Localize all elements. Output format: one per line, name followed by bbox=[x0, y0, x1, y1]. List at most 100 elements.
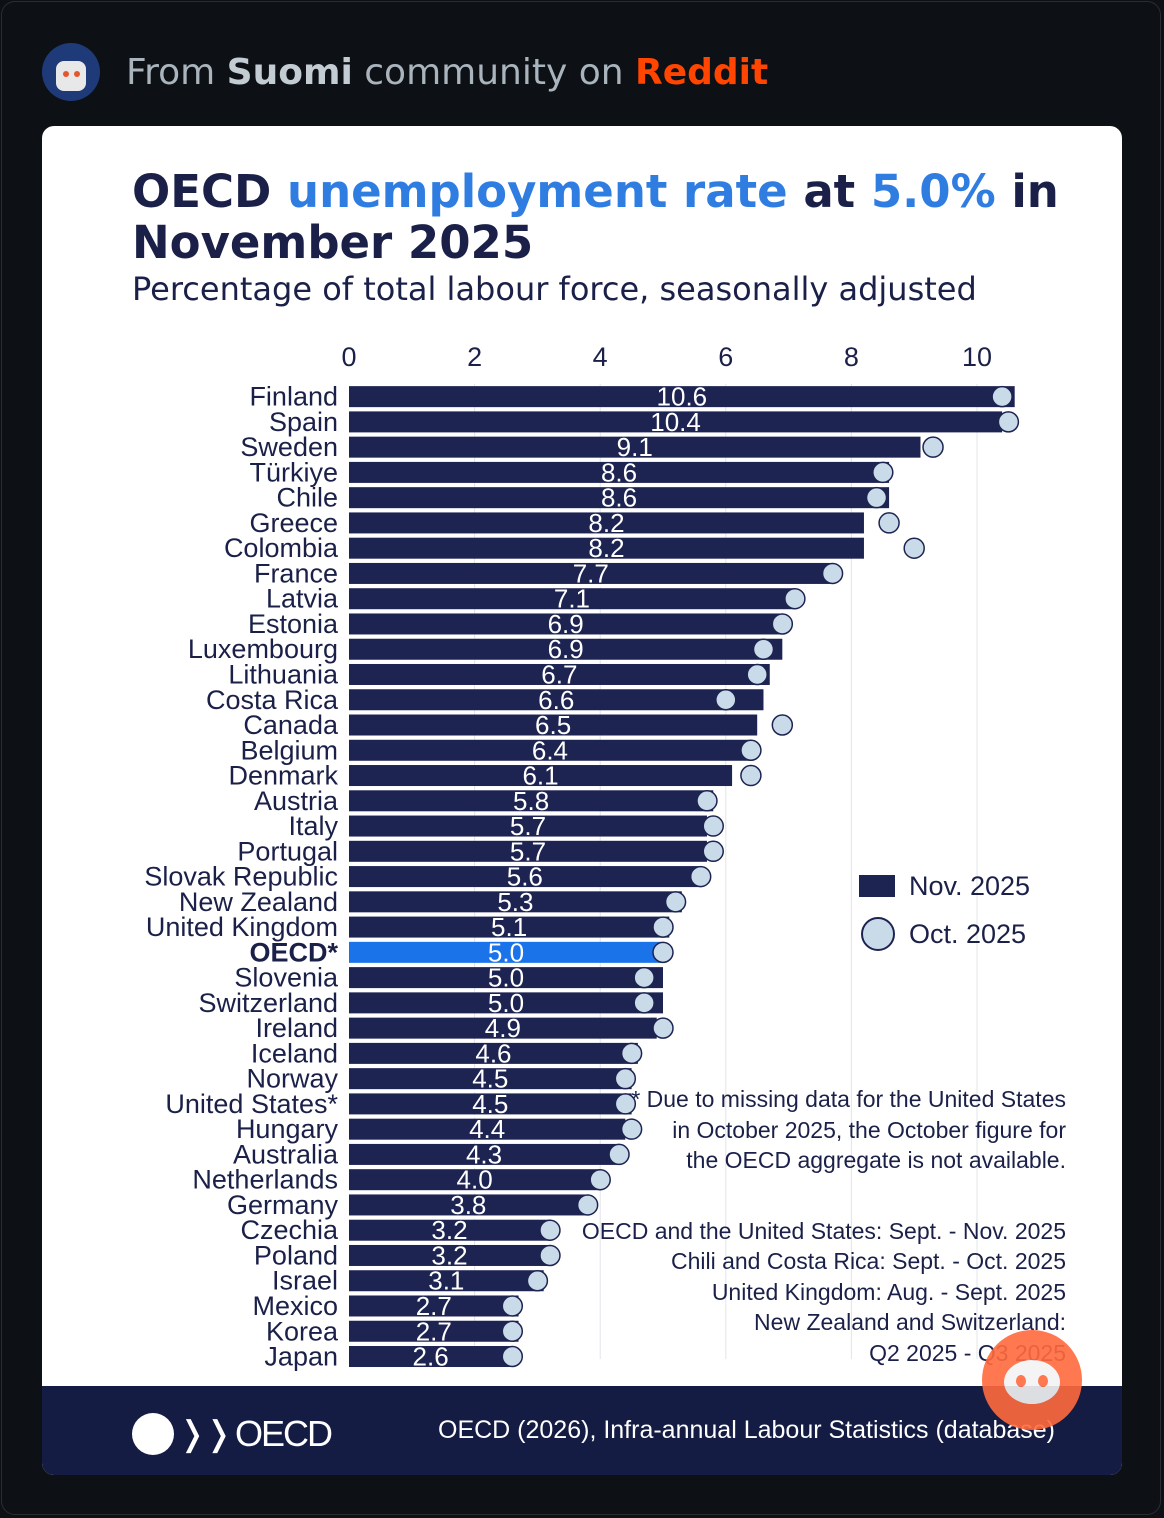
oct-dot bbox=[752, 638, 775, 660]
bar bbox=[349, 1244, 550, 1266]
header-middle: community on bbox=[364, 51, 624, 93]
category-label: Colombia bbox=[224, 533, 339, 563]
category-label: Sweden bbox=[240, 432, 338, 462]
data-label: 6.9 bbox=[548, 634, 584, 664]
category-label: Poland bbox=[254, 1240, 338, 1270]
oct-dot bbox=[746, 663, 768, 686]
bar bbox=[349, 386, 1015, 408]
oct-dot bbox=[696, 790, 718, 812]
legend-bar-swatch bbox=[859, 875, 895, 897]
category-label: Spain bbox=[269, 407, 338, 437]
category-label: Germany bbox=[227, 1190, 339, 1220]
bar bbox=[349, 1042, 638, 1064]
bar bbox=[349, 1068, 632, 1090]
category-label: Italy bbox=[288, 811, 338, 841]
data-label: 7.7 bbox=[573, 558, 609, 588]
data-label: 5.7 bbox=[510, 811, 546, 841]
data-label: 5.6 bbox=[507, 862, 543, 892]
data-label: 6.9 bbox=[548, 609, 584, 639]
category-label: Japan bbox=[264, 1342, 338, 1372]
oct-dot bbox=[633, 992, 655, 1014]
data-label: 10.6 bbox=[657, 382, 708, 412]
footer: ❭❭ OECD OECD (2026), Infra-annual Labour … bbox=[42, 1386, 1122, 1475]
community-avatar[interactable] bbox=[42, 43, 100, 101]
data-label: 4.9 bbox=[485, 1013, 521, 1043]
data-label: 5.0 bbox=[488, 988, 524, 1018]
bar bbox=[349, 1320, 519, 1342]
bar bbox=[349, 1194, 588, 1216]
bar bbox=[349, 967, 663, 989]
data-label: 6.4 bbox=[532, 735, 568, 765]
bar bbox=[349, 815, 707, 837]
category-label: Lithuania bbox=[228, 659, 339, 689]
bar bbox=[349, 916, 670, 938]
chart-title: OECD unemployment rate at 5.0% in Novemb… bbox=[132, 166, 1059, 268]
bar bbox=[349, 714, 758, 736]
bar bbox=[349, 1295, 519, 1317]
bar bbox=[349, 638, 783, 660]
bar bbox=[349, 487, 890, 509]
bar bbox=[349, 512, 864, 534]
data-label: 8.2 bbox=[588, 533, 624, 563]
data-label: 4.5 bbox=[472, 1064, 508, 1094]
embed-header: From Suomi community on Reddit bbox=[42, 42, 768, 102]
category-label: Slovenia bbox=[234, 963, 339, 993]
data-label: 4.6 bbox=[475, 1038, 511, 1068]
data-label: 3.1 bbox=[428, 1266, 464, 1296]
oct-dot bbox=[997, 411, 1020, 433]
header-text: From Suomi community on Reddit bbox=[126, 52, 768, 93]
oct-dot bbox=[620, 1042, 643, 1065]
data-label: 5.1 bbox=[491, 912, 527, 942]
category-label: United Kingdom bbox=[146, 912, 338, 942]
footnote-line: in October 2025, the October figure for bbox=[672, 1116, 1066, 1143]
oct-dot bbox=[702, 840, 724, 863]
reddit-snoo-icon[interactable] bbox=[982, 1330, 1082, 1430]
oct-dot bbox=[771, 613, 794, 635]
bar bbox=[349, 588, 795, 610]
category-label: Hungary bbox=[236, 1114, 339, 1144]
oct-dot bbox=[991, 385, 1013, 408]
oct-dot bbox=[715, 689, 737, 711]
bar-chart: 0 2 4 6 8 10 Finland 10.6 Spain 10.4 Sweden 9.1 Türk… bbox=[144, 342, 1020, 1372]
data-label: 10.4 bbox=[650, 407, 701, 437]
bar bbox=[349, 1346, 513, 1368]
category-label: Türkiye bbox=[249, 457, 338, 487]
bar bbox=[349, 840, 707, 862]
bar bbox=[349, 941, 663, 963]
title-part: November 2025 bbox=[132, 216, 534, 269]
data-label: 6.7 bbox=[541, 659, 577, 689]
data-label: 3.2 bbox=[431, 1215, 467, 1245]
community-link[interactable]: Suomi bbox=[226, 51, 353, 93]
oct-dot bbox=[539, 1219, 561, 1241]
data-label: 2.6 bbox=[413, 1342, 449, 1372]
category-label: Iceland bbox=[251, 1038, 338, 1068]
category-label: Ireland bbox=[255, 1013, 338, 1043]
oct-dot bbox=[539, 1244, 561, 1267]
oct-dot bbox=[771, 714, 794, 736]
category-label: Greece bbox=[249, 508, 338, 538]
x-tick-label: 0 bbox=[341, 342, 356, 372]
data-label: 8.6 bbox=[601, 457, 637, 487]
category-label: Austria bbox=[254, 786, 339, 816]
oct-dot bbox=[526, 1269, 549, 1292]
category-label: Costa Rica bbox=[206, 685, 339, 715]
category-label: Estonia bbox=[248, 609, 339, 639]
data-label: 2.7 bbox=[416, 1316, 452, 1346]
bar bbox=[349, 1219, 550, 1241]
bar bbox=[349, 436, 921, 458]
footnote-line: * Due to missing data for the United Sta… bbox=[631, 1086, 1066, 1112]
oecd-logo: ❭❭ OECD bbox=[132, 1413, 333, 1455]
bar bbox=[349, 1270, 544, 1292]
data-label: 4.0 bbox=[457, 1165, 493, 1195]
title-part: at bbox=[803, 165, 856, 218]
oct-dot bbox=[614, 1093, 637, 1115]
category-label: Israel bbox=[272, 1266, 338, 1296]
legend-dot-swatch bbox=[861, 917, 895, 951]
oct-dot bbox=[620, 1118, 643, 1140]
oct-dot bbox=[633, 966, 655, 989]
category-label: Chile bbox=[276, 483, 338, 513]
data-label: 3.2 bbox=[431, 1240, 467, 1270]
globe-icon bbox=[132, 1413, 174, 1455]
reddit-link[interactable]: Reddit bbox=[635, 51, 769, 93]
category-label: Switzerland bbox=[198, 988, 338, 1018]
